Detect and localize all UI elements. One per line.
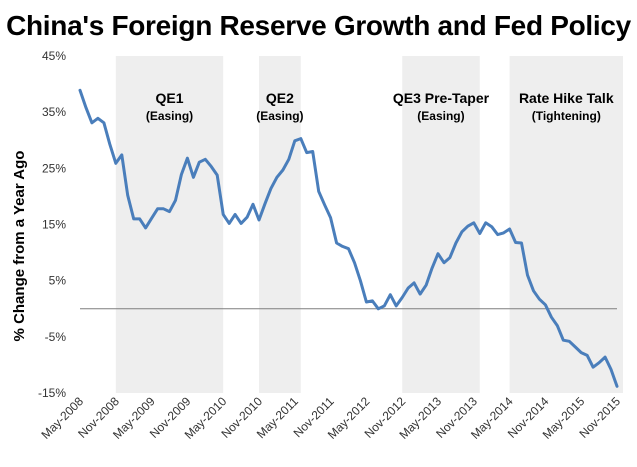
series-line-1	[78, 88, 619, 388]
band-labels: QE1 (Easing) QE2 (Easing) QE3 Pre-Taper (Easi…	[146, 90, 614, 123]
y-axis-label: % Change from a Year Ago	[11, 151, 28, 342]
band-4	[509, 56, 623, 393]
band-3-title: QE3 Pre-Taper	[393, 90, 490, 106]
y-tick-label: 5%	[49, 274, 67, 288]
series-layer	[78, 88, 619, 388]
y-tick-label: 45%	[42, 49, 66, 63]
band-2	[259, 56, 301, 393]
band-3	[402, 56, 480, 393]
band-1-title: QE1	[155, 90, 183, 106]
y-tick-label: -5%	[45, 330, 67, 344]
y-tick-label: -15%	[38, 386, 66, 400]
chart-title: China's Foreign Reserve Growth and Fed P…	[6, 10, 631, 41]
band-2-subtitle: (Easing)	[256, 109, 303, 123]
band-4-subtitle: (Tightening)	[532, 109, 601, 123]
y-tick-label: 15%	[42, 218, 66, 232]
band-3-subtitle: (Easing)	[417, 109, 464, 123]
y-tick-label: 35%	[42, 105, 66, 119]
band-2-title: QE2	[266, 90, 294, 106]
easing-tightening-bands	[115, 56, 623, 393]
band-4-title: Rate Hike Talk	[519, 90, 614, 106]
y-tick-label: 25%	[42, 161, 66, 175]
band-1-subtitle: (Easing)	[146, 109, 193, 123]
band-1	[115, 56, 224, 393]
